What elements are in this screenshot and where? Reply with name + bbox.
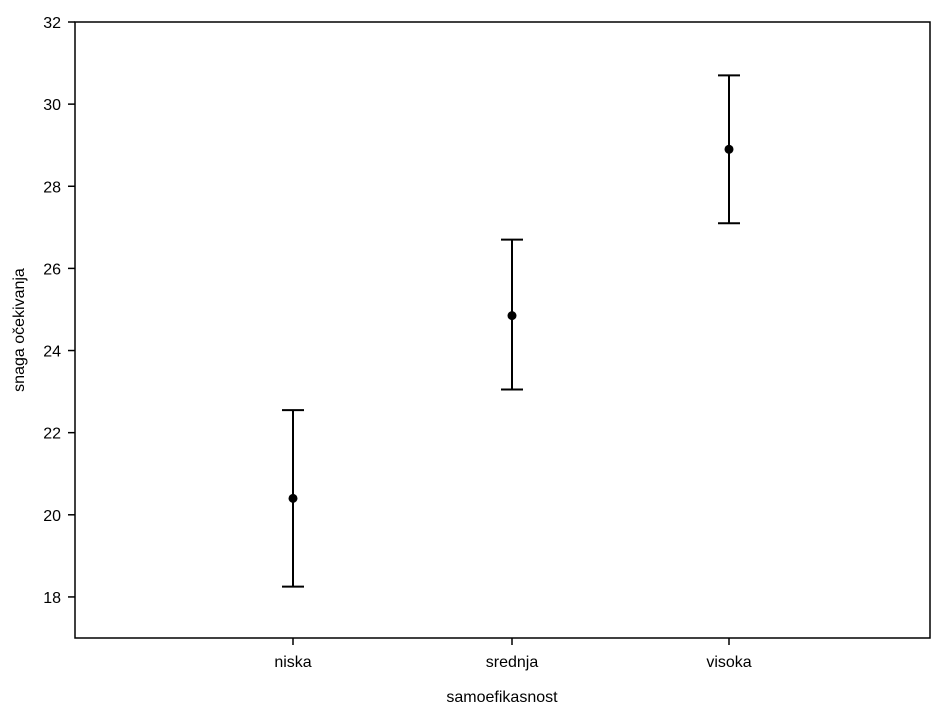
y-axis-ticks: 18 20 22 24 26 28 30 32 (43, 15, 75, 607)
x-tick-label: visoka (706, 654, 751, 671)
x-tick-label: srednja (486, 654, 539, 671)
error-bar-srednja (501, 238, 523, 391)
error-bar-visoka (718, 74, 740, 225)
x-axis-title: samoefikasnost (446, 689, 558, 706)
mean-point (288, 493, 298, 503)
y-tick-label: 20 (43, 508, 61, 525)
y-tick-label: 28 (43, 179, 61, 196)
plot-area (74, 21, 931, 639)
x-axis-ticks: niska srednja visoka (274, 638, 752, 671)
y-tick-label: 22 (43, 426, 61, 443)
y-tick-label: 18 (43, 590, 61, 607)
error-bars (282, 74, 740, 588)
y-tick-label: 26 (43, 261, 61, 278)
y-tick-label: 24 (43, 344, 61, 361)
error-bar-niska (282, 409, 304, 588)
mean-point (507, 311, 517, 321)
y-tick-label: 32 (43, 15, 61, 32)
x-tick-label: niska (274, 654, 311, 671)
y-tick-label: 30 (43, 97, 61, 114)
y-axis-title: snaga očekivanja (11, 268, 28, 392)
mean-point (724, 144, 734, 154)
